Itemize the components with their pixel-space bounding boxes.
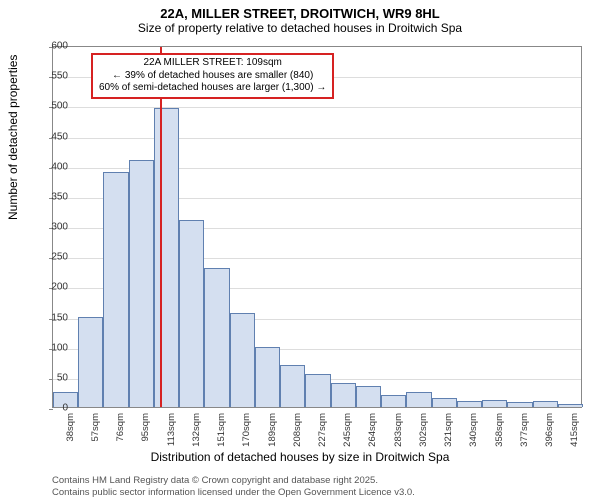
xtick-label: 377sqm <box>519 413 530 453</box>
bar <box>507 402 532 407</box>
xtick-label: 302sqm <box>418 413 429 453</box>
marker-line <box>160 47 162 407</box>
bar <box>533 401 558 407</box>
bar <box>179 220 204 407</box>
xtick-label: 95sqm <box>140 413 151 453</box>
footer-line-2: Contains public sector information licen… <box>52 487 415 498</box>
gridline <box>53 107 581 108</box>
bar <box>381 395 406 407</box>
ytick-label: 50 <box>57 372 68 383</box>
bar <box>129 160 154 407</box>
xtick-label: 113sqm <box>166 413 177 453</box>
xtick-label: 358sqm <box>494 413 505 453</box>
bar <box>406 392 431 407</box>
xtick-label: 132sqm <box>191 413 202 453</box>
xtick-label: 396sqm <box>544 413 555 453</box>
xtick-label: 321sqm <box>443 413 454 453</box>
y-axis-label: Number of detached properties <box>6 55 20 220</box>
title-sub: Size of property relative to detached ho… <box>0 21 600 39</box>
ytick-label: 350 <box>51 191 68 202</box>
xtick-label: 245sqm <box>342 413 353 453</box>
ytick-label: 500 <box>51 101 68 112</box>
xtick-label: 76sqm <box>115 413 126 453</box>
ytick-label: 400 <box>51 161 68 172</box>
xtick-label: 283sqm <box>393 413 404 453</box>
bar <box>457 401 482 407</box>
xtick-label: 189sqm <box>267 413 278 453</box>
annotation-line-1: 22A MILLER STREET: 109sqm <box>99 57 326 70</box>
ytick-label: 450 <box>51 131 68 142</box>
bar <box>482 400 507 407</box>
ytick-label: 0 <box>62 403 68 414</box>
bar <box>280 365 305 407</box>
title-main: 22A, MILLER STREET, DROITWICH, WR9 8HL <box>0 0 600 21</box>
annotation-line-2: ← 39% of detached houses are smaller (84… <box>99 70 326 83</box>
xtick-label: 151sqm <box>216 413 227 453</box>
xtick-label: 415sqm <box>569 413 580 453</box>
bar <box>255 347 280 407</box>
bar <box>78 317 103 408</box>
xtick-label: 38sqm <box>65 413 76 453</box>
gridline <box>53 138 581 139</box>
bar <box>558 404 583 407</box>
bar <box>154 108 179 407</box>
ytick-label: 550 <box>51 71 68 82</box>
xtick-label: 227sqm <box>317 413 328 453</box>
xtick-label: 264sqm <box>367 413 378 453</box>
annotation-line-3: 60% of semi-detached houses are larger (… <box>99 82 326 95</box>
footer: Contains HM Land Registry data © Crown c… <box>52 475 415 498</box>
bar <box>230 313 255 407</box>
ytick-label: 600 <box>51 41 68 52</box>
bar <box>331 383 356 407</box>
bar <box>103 172 128 407</box>
plot-area: 22A MILLER STREET: 109sqm ← 39% of detac… <box>52 46 582 408</box>
bar <box>305 374 330 407</box>
ytick-mark <box>49 379 53 380</box>
ytick-label: 100 <box>51 342 68 353</box>
xtick-label: 170sqm <box>241 413 252 453</box>
xtick-label: 340sqm <box>468 413 479 453</box>
bar <box>204 268 229 407</box>
footer-line-1: Contains HM Land Registry data © Crown c… <box>52 475 415 486</box>
ytick-label: 300 <box>51 222 68 233</box>
bar <box>432 398 457 407</box>
bar <box>356 386 381 407</box>
annotation-box: 22A MILLER STREET: 109sqm ← 39% of detac… <box>91 53 334 99</box>
xtick-label: 208sqm <box>292 413 303 453</box>
ytick-label: 150 <box>51 312 68 323</box>
xtick-label: 57sqm <box>90 413 101 453</box>
ytick-label: 250 <box>51 252 68 263</box>
ytick-label: 200 <box>51 282 68 293</box>
ytick-mark <box>49 409 53 410</box>
